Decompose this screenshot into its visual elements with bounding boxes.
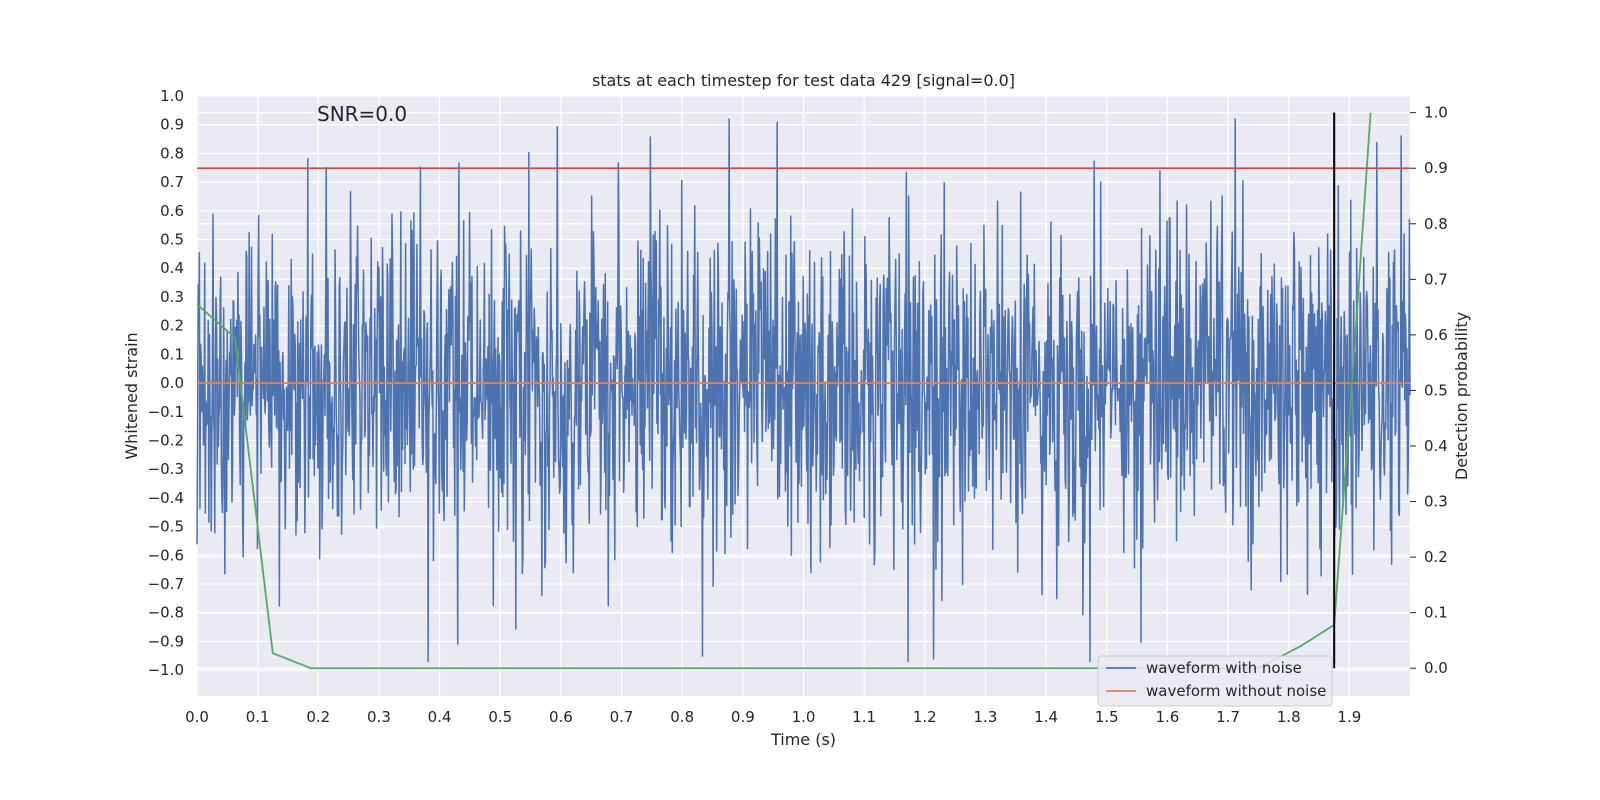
x-tick-label: 0.9 [731, 708, 755, 726]
y-tick-label: −1.0 [148, 661, 184, 679]
y-tick-label: −0.5 [148, 518, 184, 536]
y-tick-label: −0.2 [148, 431, 184, 449]
y2-tick-label: 0.4 [1424, 437, 1448, 455]
x-tick-label: 0.1 [246, 708, 270, 726]
legend: waveform with noise waveform without noi… [1097, 655, 1333, 707]
legend-label-clean: waveform without noise [1146, 682, 1326, 700]
y-tick-label: −0.8 [148, 604, 184, 622]
x-tick-label: 0.7 [610, 708, 634, 726]
y-tick-label: −0.7 [148, 575, 184, 593]
y-tick-label: −0.1 [148, 403, 184, 421]
y-tick-label: 0.6 [160, 202, 184, 220]
x-tick-label: 1.7 [1216, 708, 1240, 726]
legend-label-noise: waveform with noise [1146, 659, 1302, 677]
x-tick-label: 0.4 [428, 708, 452, 726]
axes: 0.0 0.1 0.2 0.3 0.4 0.5 0.6 0.7 0.8 0.9 1.0 1.1 1.2 1… [148, 87, 1448, 726]
y2-tick-label: 0.3 [1424, 493, 1448, 511]
x-tick-label: 1.2 [913, 708, 937, 726]
y2-axis-label: Detection probability [1452, 312, 1471, 480]
x-tick-label: 0.6 [549, 708, 573, 726]
y-tick-label: 0.3 [160, 288, 184, 306]
x-tick-label: 0.0 [185, 708, 209, 726]
y2-tick-label: 0.6 [1424, 326, 1448, 344]
x-tick-label: 1.6 [1155, 708, 1179, 726]
y-tick-label: 0.2 [160, 317, 184, 335]
x-tick-label: 1.5 [1095, 708, 1119, 726]
x-tick-label: 0.3 [367, 708, 391, 726]
series-line-waveform-with-noise [196, 118, 1411, 663]
y-tick-label: 0.0 [160, 374, 184, 392]
x-tick-label: 1.3 [974, 708, 998, 726]
x-tick-label: 0.5 [488, 708, 512, 726]
y2-tick-label: 0.8 [1424, 215, 1448, 233]
y-tick-label: 0.8 [160, 144, 184, 162]
y-tick-label: 1.0 [160, 87, 184, 105]
y-tick-label: −0.9 [148, 632, 184, 650]
y-tick-label: 0.1 [160, 345, 184, 363]
x-tick-label: 1.8 [1277, 708, 1301, 726]
y-tick-label: −0.3 [148, 460, 184, 478]
y2-tick-label: 0.1 [1424, 604, 1448, 622]
y-tick-label: −0.4 [148, 489, 184, 507]
x-tick-label: 0.8 [670, 708, 694, 726]
chart-title: stats at each timestep for test data 429… [592, 71, 1015, 90]
y-tick-label: 0.5 [160, 231, 184, 249]
y2-tick-label: 0.9 [1424, 159, 1448, 177]
y-tick-label: 0.4 [160, 259, 184, 277]
y-tick-label: −0.6 [148, 546, 184, 564]
y-axis-label: Whitened strain [122, 332, 141, 459]
x-tick-label: 1.1 [852, 708, 876, 726]
y2-tick-label: 1.0 [1424, 104, 1448, 122]
snr-annotation: SNR=0.0 [317, 102, 407, 126]
y2-tick-label: 0.0 [1424, 659, 1448, 677]
legend-box [1097, 655, 1333, 707]
x-tick-label: 1.0 [792, 708, 816, 726]
x-tick-label: 1.9 [1337, 708, 1361, 726]
y2-tick-label: 0.5 [1424, 381, 1448, 399]
x-axis-label: Time (s) [770, 730, 836, 749]
x-tick-label: 1.4 [1034, 708, 1058, 726]
plot-series [196, 112, 1411, 670]
y-tick-label: 0.9 [160, 116, 184, 134]
y2-tick-label: 0.7 [1424, 270, 1448, 288]
y-tick-label: 0.7 [160, 173, 184, 191]
x-tick-label: 0.2 [306, 708, 330, 726]
y2-tick-label: 0.2 [1424, 548, 1448, 566]
